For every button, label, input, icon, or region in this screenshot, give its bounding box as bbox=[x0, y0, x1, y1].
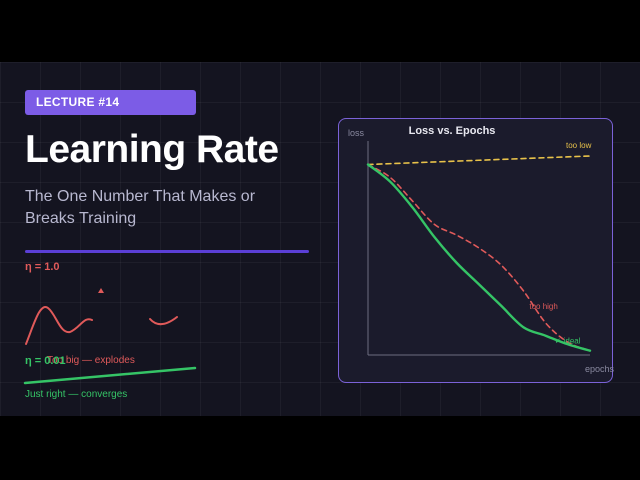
series-line-ideal bbox=[366, 163, 592, 352]
series-line-too-high bbox=[367, 163, 591, 352]
subtitle: The One Number That Makes or Breaks Trai… bbox=[25, 188, 256, 227]
low-lr-convergence-line bbox=[23, 366, 197, 385]
high-eta-label: η = 1.0 bbox=[25, 261, 60, 273]
lecture-badge: LECTURE #14 bbox=[25, 90, 196, 115]
page-title: Learning Rate bbox=[25, 128, 279, 171]
x-axis-label: epochs bbox=[585, 364, 615, 374]
chart-panel bbox=[338, 118, 613, 383]
y-axis-label: loss bbox=[348, 128, 365, 138]
series-line-too-low bbox=[367, 155, 591, 166]
series-label-too-high: too high bbox=[529, 302, 557, 311]
chart-title: Loss vs. Epochs bbox=[409, 125, 496, 137]
explodes-label: Too big — explodes bbox=[47, 355, 135, 366]
arrow-up-icon bbox=[98, 288, 104, 293]
high-lr-fragment-line bbox=[149, 316, 178, 326]
converges-label: Just right — converges bbox=[25, 389, 128, 400]
slide: LECTURE #14 Learning Rate The One Number… bbox=[0, 62, 640, 416]
divider bbox=[25, 250, 309, 253]
high-lr-oscillation-line bbox=[25, 306, 93, 345]
loss-chart: Loss vs. Epochs loss epochs too low too h… bbox=[348, 125, 615, 374]
series-label-too-low: too low bbox=[566, 141, 592, 150]
mini-illustration bbox=[23, 288, 197, 385]
low-eta-label: η = 0.01 bbox=[25, 355, 66, 367]
series-label-ideal: ✓ ideal bbox=[555, 337, 581, 346]
